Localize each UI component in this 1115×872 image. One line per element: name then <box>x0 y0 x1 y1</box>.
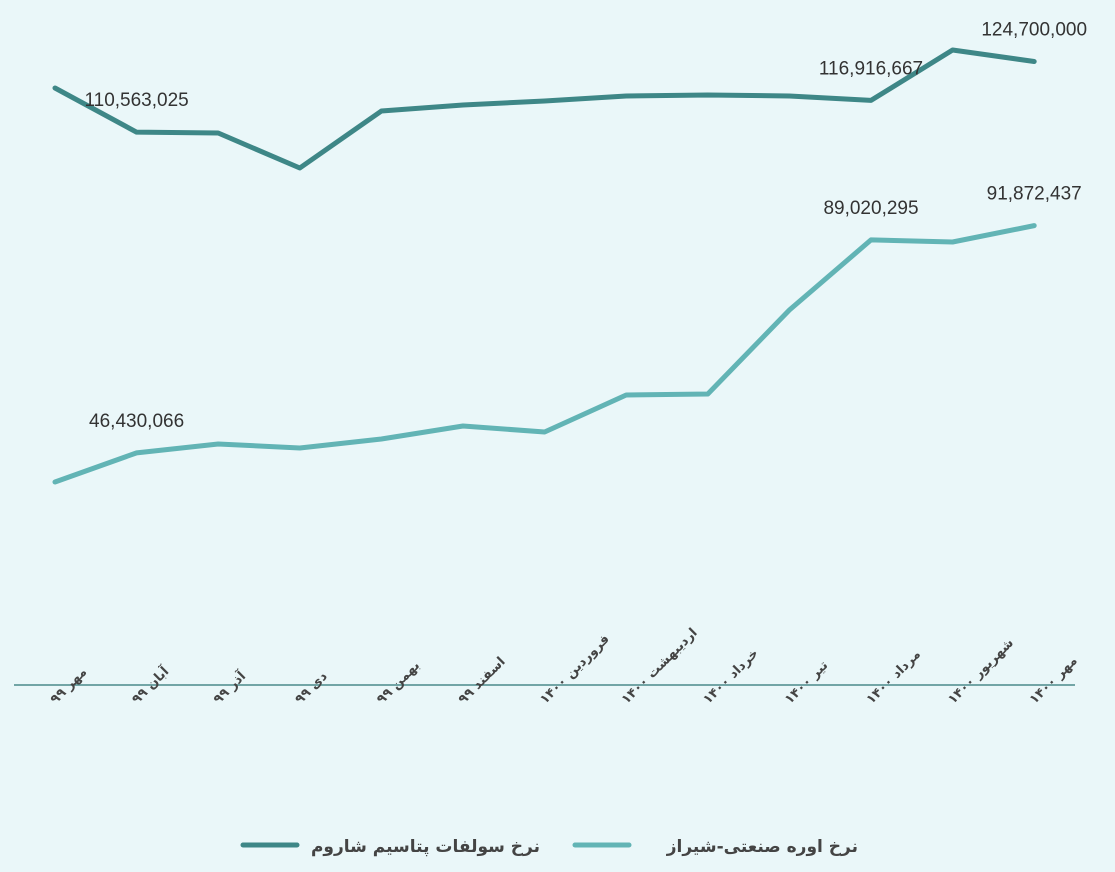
series-line <box>52 47 1037 171</box>
legend-label: نرخ اوره صنعتی-شیراز <box>666 837 858 857</box>
data-label: 124,700,000 <box>981 20 1087 41</box>
data-label: 89,020,295 <box>823 198 918 219</box>
data-label: 110,563,025 <box>84 90 188 111</box>
legend-label: نرخ سولفات پتاسیم شاروم <box>311 837 540 857</box>
data-label: 116,916,667 <box>819 58 923 79</box>
data-label: 91,872,437 <box>987 184 1082 205</box>
data-label: 46,430,066 <box>89 411 184 432</box>
series-line <box>52 223 1037 485</box>
